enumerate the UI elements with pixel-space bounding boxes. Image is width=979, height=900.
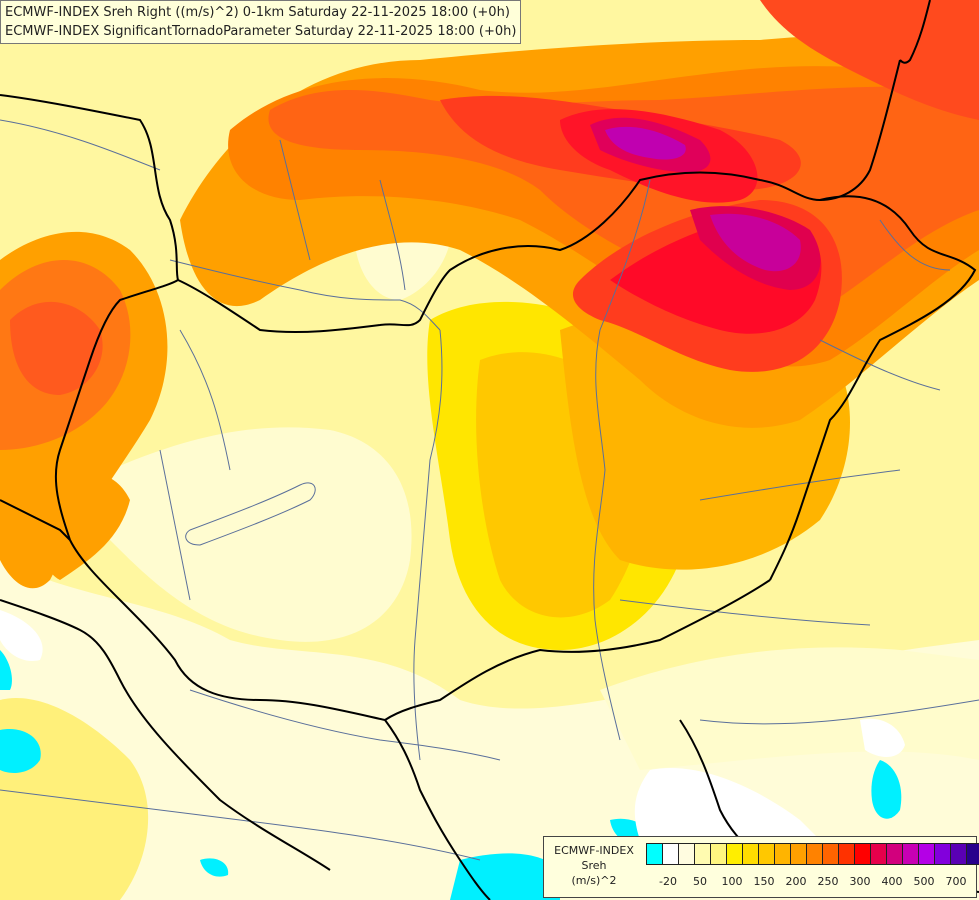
legend-swatch xyxy=(774,843,791,865)
map-title-box: ECMWF-INDEX Sreh Right ((m/s)^2) 0-1km S… xyxy=(0,0,522,44)
field-cyan-6 xyxy=(200,858,229,877)
title-line-2: ECMWF-INDEX SignificantTornadoParameter … xyxy=(5,24,517,39)
field-magenta-east xyxy=(710,213,801,272)
field-white-south xyxy=(634,768,820,840)
river-north-2 xyxy=(379,179,406,291)
legend-swatch xyxy=(726,843,743,865)
field-red-orange-west xyxy=(10,301,103,395)
field-white-3 xyxy=(860,718,905,757)
legend-swatch xyxy=(694,843,711,865)
legend-swatch xyxy=(966,843,979,865)
river-south-east xyxy=(699,699,979,725)
legend-swatch xyxy=(790,843,807,865)
border-at-west xyxy=(0,499,71,541)
legend-tick-label: 700 xyxy=(945,875,967,888)
border-hu-south xyxy=(384,579,771,721)
legend-swatch xyxy=(710,843,727,865)
legend-line-3: (m/s)^2 xyxy=(571,874,617,887)
field-cyan-2 xyxy=(0,729,41,773)
legend-swatch xyxy=(678,843,695,865)
border-si-hr xyxy=(0,599,331,871)
legend-color-bar xyxy=(646,843,979,865)
river-north-1 xyxy=(279,139,311,261)
legend-tick-label: 500 xyxy=(913,875,935,888)
legend-swatch xyxy=(950,843,967,865)
river-sava xyxy=(0,789,481,861)
field-red-north-top xyxy=(760,0,979,120)
legend-swatch xyxy=(822,843,839,865)
field-white-sw xyxy=(0,610,43,661)
border-hu-north xyxy=(177,171,821,334)
rivers xyxy=(0,119,979,861)
river-far-n xyxy=(0,119,161,171)
legend-line-2: Sreh xyxy=(581,859,607,872)
legend-line-1: ECMWF-INDEX xyxy=(554,844,634,857)
legend-tick-label: 200 xyxy=(785,875,807,888)
legend-swatch xyxy=(646,843,663,865)
field-magenta-core xyxy=(605,126,686,160)
title-line-1: ECMWF-INDEX Sreh Right ((m/s)^2) 0-1km S… xyxy=(5,5,510,20)
legend-tick-label: 400 xyxy=(881,875,903,888)
field-cyan-4 xyxy=(450,853,560,900)
color-legend: ECMWF-INDEX Sreh (m/s)^2 -20 50 100 150 200 2… xyxy=(543,836,979,898)
river-west-2 xyxy=(159,449,191,601)
border-north-west xyxy=(0,94,179,281)
legend-swatch xyxy=(662,843,679,865)
river-tisza xyxy=(593,179,651,741)
legend-swatch xyxy=(870,843,887,865)
river-danube-north xyxy=(169,259,441,331)
border-sk-ua xyxy=(899,0,931,64)
legend-swatch xyxy=(918,843,935,865)
river-west-1 xyxy=(179,329,231,471)
legend-swatch xyxy=(742,843,759,865)
legend-ticks: -20 50 100 150 200 250 300 400 500 700 xyxy=(646,875,976,891)
legend-swatch xyxy=(902,843,919,865)
river-drava xyxy=(189,689,501,761)
legend-tick-label: 250 xyxy=(817,875,839,888)
river-east-3 xyxy=(619,599,871,626)
legend-swatch xyxy=(854,843,871,865)
border-hr-rs xyxy=(384,719,491,900)
border-hu-west xyxy=(54,279,179,541)
border-hu-east xyxy=(769,195,977,581)
legend-tick-label: 150 xyxy=(753,875,775,888)
legend-swatch xyxy=(886,843,903,865)
field-cyan-3 xyxy=(871,760,902,819)
legend-swatch xyxy=(758,843,775,865)
field-orange-west-strip xyxy=(36,473,130,580)
river-east-1 xyxy=(819,339,941,391)
lake-balaton xyxy=(185,482,316,546)
legend-tick-label: 100 xyxy=(721,875,743,888)
legend-tick-label: -20 xyxy=(659,875,677,888)
legend-swatch xyxy=(934,843,951,865)
border-ne-upper xyxy=(819,59,901,201)
legend-swatch xyxy=(838,843,855,865)
legend-swatch xyxy=(806,843,823,865)
legend-tick-label: 300 xyxy=(849,875,871,888)
field-cyan-1 xyxy=(0,650,12,690)
river-ne-1 xyxy=(879,219,951,271)
legend-title: ECMWF-INDEX Sreh (m/s)^2 xyxy=(544,843,644,888)
border-hu-sw xyxy=(69,539,386,721)
legend-tick-label: 50 xyxy=(693,875,707,888)
field-pale-mid xyxy=(110,427,412,642)
river-east-2 xyxy=(699,469,901,501)
river-danube-south xyxy=(413,329,443,761)
